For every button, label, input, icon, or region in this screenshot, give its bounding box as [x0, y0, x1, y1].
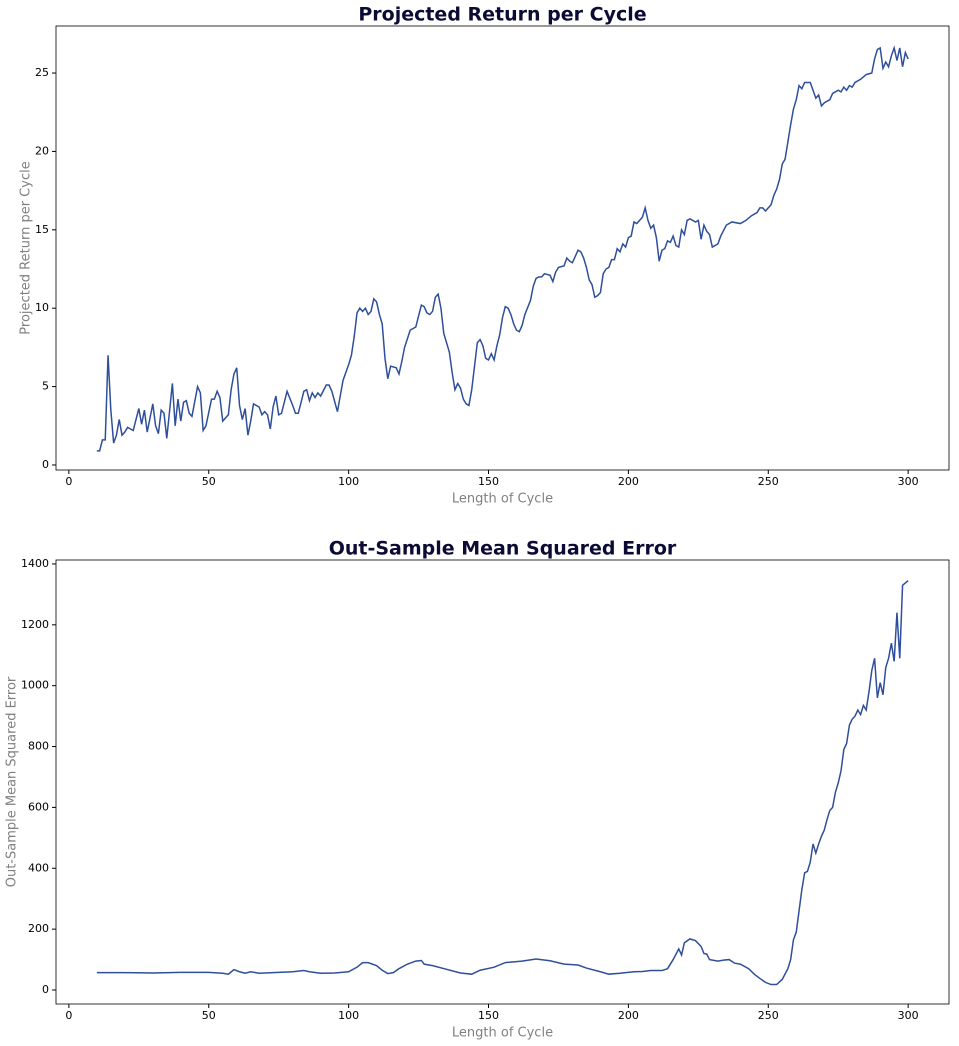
y-tick-label: 15	[35, 223, 49, 236]
x-tick-label: 300	[898, 475, 919, 488]
y-tick-label: 25	[35, 66, 49, 79]
x-tick-label: 50	[202, 475, 216, 488]
y-tick-label: 10	[35, 301, 49, 314]
y-tick-label: 5	[42, 380, 49, 393]
x-tick-label: 0	[65, 475, 72, 488]
x-tick-label: 100	[338, 475, 359, 488]
y-tick-label: 0	[42, 458, 49, 471]
y-tick-label: 1200	[21, 618, 49, 631]
y-axis-label: Projected Return per Cycle	[19, 161, 34, 334]
x-tick-label: 250	[758, 475, 779, 488]
x-tick-label: 200	[618, 1009, 639, 1022]
x-tick-label: 50	[202, 1009, 216, 1022]
y-tick-label: 800	[28, 740, 49, 753]
x-axis-label: Length of Cycle	[452, 1026, 553, 1041]
x-tick-label: 150	[478, 475, 499, 488]
x-axis-label: Length of Cycle	[452, 492, 553, 507]
x-tick-label: 250	[758, 1009, 779, 1022]
x-tick-label: 0	[65, 1009, 72, 1022]
y-tick-label: 200	[28, 922, 49, 935]
y-tick-label: 0	[42, 983, 49, 996]
x-tick-label: 300	[898, 1009, 919, 1022]
data-line	[96, 45, 909, 452]
y-tick-label: 600	[28, 800, 49, 813]
chart-title: Projected Return per Cycle	[358, 4, 646, 26]
chart-title: Out-Sample Mean Squared Error	[329, 538, 677, 560]
y-tick-label: 20	[35, 144, 49, 157]
y-tick-label: 400	[28, 861, 49, 874]
plot-frame	[55, 559, 950, 1005]
y-tick-label: 1000	[21, 679, 49, 692]
x-tick-label: 100	[338, 1009, 359, 1022]
plot-frame	[55, 25, 950, 471]
y-tick-label: 1400	[21, 557, 49, 570]
x-tick-label: 200	[618, 475, 639, 488]
y-axis-label: Out-Sample Mean Squared Error	[5, 676, 20, 887]
x-tick-label: 150	[478, 1009, 499, 1022]
data-line	[96, 580, 909, 986]
